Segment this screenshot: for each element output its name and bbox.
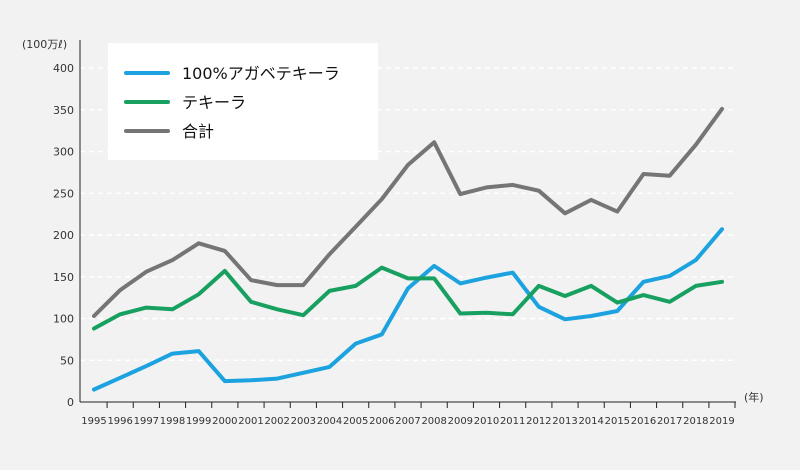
y-tick-label: 0 — [67, 396, 74, 409]
series-line-1 — [92, 227, 724, 392]
series-lines — [92, 106, 724, 392]
x-tick-label: 2018 — [683, 416, 708, 427]
gridlines — [80, 67, 736, 362]
x-tick-label: 1996 — [107, 416, 132, 427]
x-tick-label: 2012 — [526, 416, 551, 427]
y-tick-label: 200 — [53, 229, 74, 242]
x-tick-label: 2001 — [238, 416, 263, 427]
y-tick-label: 300 — [53, 146, 74, 159]
x-tick-label: 2016 — [631, 416, 656, 427]
x-tick-label: 2017 — [657, 416, 682, 427]
x-axis: 1995 1996 1997 1998 1999 2000 2001 2002 2003 2004… — [80, 401, 736, 427]
legend-label: 100%アガベテキーラ — [182, 64, 340, 83]
x-tick-label: 1995 — [81, 416, 106, 427]
x-tick-label: 2000 — [212, 416, 237, 427]
x-tick-label: 1999 — [186, 416, 211, 427]
x-tick-label: 2006 — [369, 416, 394, 427]
series-line-2 — [92, 265, 724, 331]
series-line-3 — [92, 106, 724, 318]
y-axis-unit-label: (100万ℓ) — [22, 38, 67, 51]
y-tick-label: 50 — [60, 354, 74, 367]
legend-label: テキーラ — [182, 93, 246, 112]
x-tick-label: 2005 — [343, 416, 368, 427]
x-tick-label: 2010 — [474, 416, 499, 427]
x-tick-label: 1997 — [134, 416, 159, 427]
x-tick-label: 2007 — [395, 416, 420, 427]
x-tick-label: 2003 — [291, 416, 316, 427]
y-tick-label: 350 — [53, 104, 74, 117]
x-tick-label: 2013 — [552, 416, 577, 427]
y-tick-label: 250 — [53, 187, 74, 200]
x-tick-label: 2008 — [421, 416, 446, 427]
y-tick-label: 150 — [53, 271, 74, 284]
x-tick-label: 2009 — [448, 416, 473, 427]
x-tick-label: 2004 — [317, 416, 342, 427]
x-tick-label: 1998 — [160, 416, 185, 427]
x-tick-label: 2002 — [264, 416, 289, 427]
legend-label: 合計 — [182, 122, 214, 141]
y-tick-label: 400 — [53, 62, 74, 75]
x-tick-label: 2011 — [500, 416, 525, 427]
x-tick-label: 2015 — [605, 416, 630, 427]
x-axis-unit-label: (年) — [744, 390, 764, 404]
x-tick-label: 2014 — [578, 416, 603, 427]
x-tick-label: 2019 — [709, 416, 734, 427]
y-axis: 0 50 100 150 200 250 300 350 400 — [53, 40, 81, 409]
y-tick-label: 100 — [53, 313, 74, 326]
